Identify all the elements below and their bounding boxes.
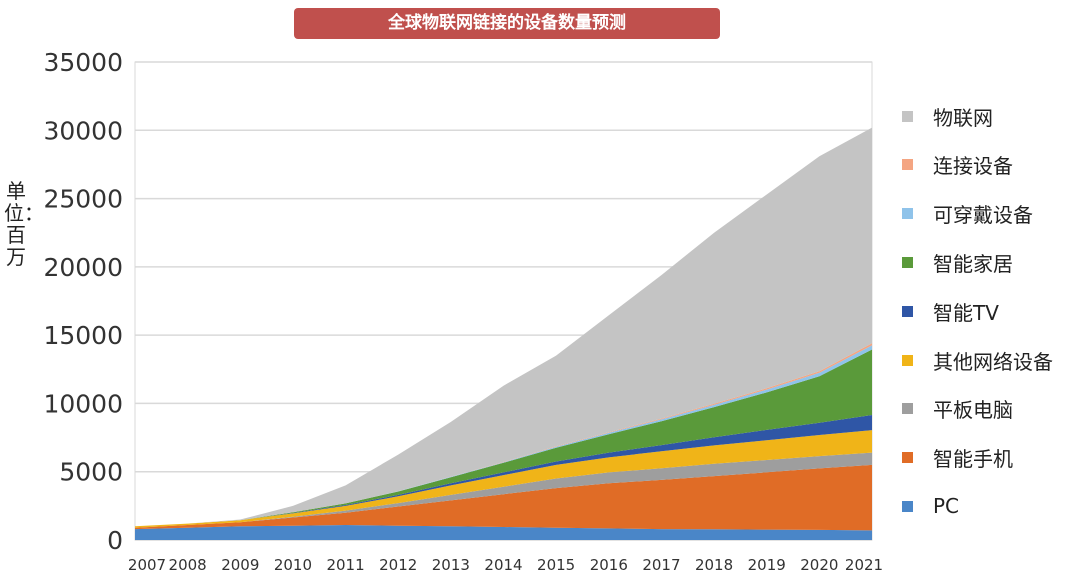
- x-tick-label-9: 2016: [590, 556, 628, 574]
- area-series: [135, 127, 872, 540]
- legend-swatch-2: [902, 208, 913, 220]
- y-axis-label: 单位：百万: [4, 179, 44, 269]
- legend-item-1: 连接设备: [902, 153, 1013, 179]
- area-series-2: [135, 452, 872, 528]
- x-tick-label-1: 2008: [169, 556, 207, 574]
- legend-label-8: PC: [933, 494, 960, 519]
- legend-label-2: 可穿戴设备: [933, 203, 1033, 228]
- x-tick-label-5: 2012: [379, 556, 417, 574]
- legend-label-5: 其他网络设备: [933, 349, 1053, 374]
- legend-label-0: 物联网: [933, 105, 993, 130]
- x-tick-label-3: 2010: [274, 556, 312, 574]
- y-tick-label-7: 35000: [43, 48, 123, 77]
- legend-item-8: PC: [902, 494, 959, 518]
- x-tick-label-11: 2018: [695, 556, 733, 574]
- legend-item-5: 其他网络设备: [902, 348, 1053, 374]
- chart-title: 全球物联网链接的设备数量预测: [294, 8, 720, 39]
- x-tick-label-7: 2014: [484, 556, 522, 574]
- legend-swatch-1: [902, 159, 913, 171]
- x-tick-label-13: 2020: [800, 556, 838, 574]
- x-tick-label-6: 2013: [432, 556, 470, 574]
- legend-label-3: 智能家居: [933, 251, 1013, 276]
- legend-swatch-3: [902, 256, 913, 268]
- y-tick-label-6: 30000: [43, 116, 123, 145]
- y-axis-ticks: 0 5000 10000 15000 20000 25000 30000 35000: [43, 48, 123, 555]
- area-series-8: [135, 127, 872, 527]
- area-series-3: [135, 430, 872, 528]
- x-tick-label-8: 2015: [537, 556, 575, 574]
- legend-label-6: 平板电脑: [933, 398, 1013, 423]
- legend-swatch-0: [902, 110, 913, 122]
- legend-swatch-8: [902, 500, 913, 512]
- legend-swatch-7: [902, 452, 913, 464]
- x-tick-label-4: 2011: [326, 556, 364, 574]
- y-tick-label-2: 10000: [43, 389, 123, 418]
- y-tick-label-1: 5000: [59, 458, 123, 487]
- legend-item-4: 智能TV: [902, 299, 999, 325]
- area-series-0: [135, 525, 872, 540]
- legend-item-3: 智能家居: [902, 250, 1013, 276]
- y-tick-label-3: 15000: [43, 321, 123, 350]
- x-tick-label-2: 2009: [221, 556, 259, 574]
- area-series-4: [135, 415, 872, 527]
- x-tick-label-14: 2021: [845, 556, 883, 574]
- legend-label-4: 智能TV: [933, 300, 999, 325]
- legend-swatch-4: [902, 305, 913, 317]
- legend-label-1: 连接设备: [933, 154, 1013, 179]
- legend-item-7: 智能手机: [902, 446, 1013, 472]
- x-axis-ticks: 2007 2008 2009 2010 2011 2012 2013 2014 2015 2016…: [128, 556, 883, 574]
- x-tick-label-0: 2007: [128, 556, 166, 574]
- y-tick-label-0: 0: [107, 526, 123, 555]
- legend-item-0: 物联网: [902, 104, 993, 130]
- legend-swatch-6: [902, 403, 913, 415]
- y-tick-label-5: 25000: [43, 185, 123, 214]
- legend-label-7: 智能手机: [933, 447, 1013, 472]
- x-tick-label-12: 2019: [748, 556, 786, 574]
- x-tick-label-10: 2017: [642, 556, 680, 574]
- y-tick-label-4: 20000: [43, 253, 123, 282]
- legend-item-2: 可穿戴设备: [902, 202, 1033, 228]
- legend-swatch-5: [902, 354, 913, 366]
- legend-item-6: 平板电脑: [902, 397, 1013, 423]
- area-series-1: [135, 464, 872, 531]
